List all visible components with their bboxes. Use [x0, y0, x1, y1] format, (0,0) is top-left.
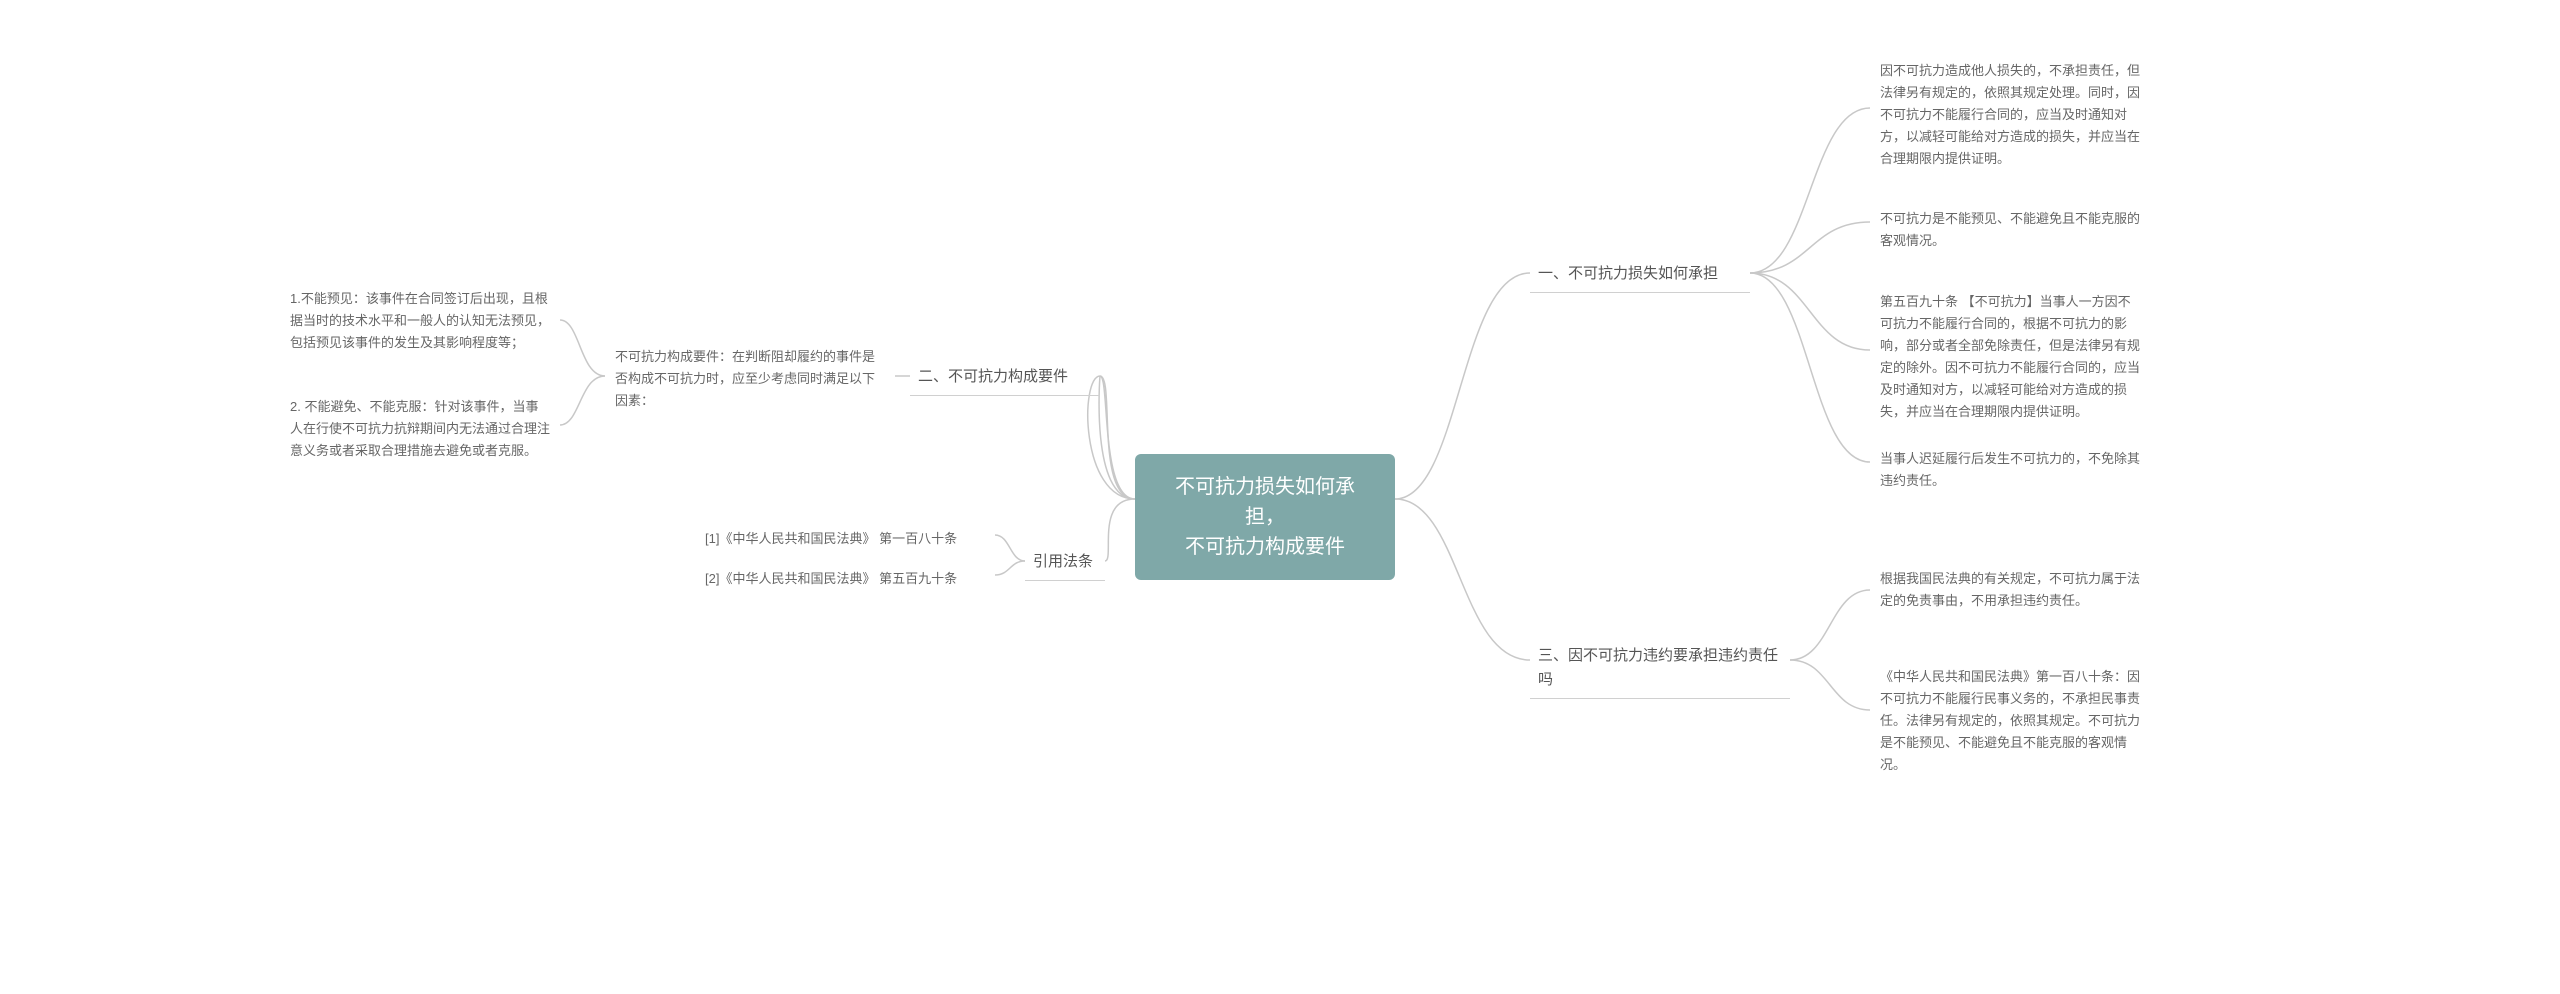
root-node: 不可抗力损失如何承担， 不可抗力构成要件 [1135, 454, 1395, 580]
branch-3-leaf-0: 根据我国民法典的有关规定，不可抗力属于法定的免责事由，不用承担违约责任。 [1870, 562, 2150, 618]
root-line1: 不可抗力损失如何承担， [1175, 476, 1355, 528]
branch-2-mid: 不可抗力构成要件：在判断阻却履约的事件是否构成不可抗力时，应至少考虑同时满足以下… [605, 340, 895, 418]
branch-1-leaf-2: 第五百九十条 【不可抗力】当事人一方因不可抗力不能履行合同的，根据不可抗力的影响… [1870, 285, 2150, 430]
root-line2: 不可抗力构成要件 [1185, 536, 1345, 558]
branch-2: 二、不可抗力构成要件 [910, 361, 1100, 396]
branch-3-leaf-1: 《中华人民共和国民法典》第一百八十条：因不可抗力不能履行民事义务的，不承担民事责… [1870, 660, 2150, 782]
branch-1-leaf-0: 因不可抗力造成他人损失的，不承担责任，但法律另有规定的，依照其规定处理。同时，因… [1870, 54, 2150, 176]
branch-1-leaf-1: 不可抗力是不能预见、不能避免且不能克服的客观情况。 [1870, 202, 2150, 258]
ref-0: [1]《中华人民共和国民法典》 第一百八十条 [695, 522, 967, 556]
branch-refs: 引用法条 [1025, 546, 1105, 581]
branch-2-leaf-0: 1.不能预见：该事件在合同签订后出现，且根据当时的技术水平和一般人的认知无法预见… [280, 282, 560, 360]
branch-1: 一、不可抗力损失如何承担 [1530, 258, 1750, 293]
branch-3: 三、因不可抗力违约要承担违约责任吗 [1530, 640, 1790, 699]
ref-1: [2]《中华人民共和国民法典》 第五百九十条 [695, 562, 967, 596]
branch-2-leaf-1: 2. 不能避免、不能克服：针对该事件，当事人在行使不可抗力抗辩期间内无法通过合理… [280, 390, 560, 468]
branch-1-leaf-3: 当事人迟延履行后发生不可抗力的，不免除其违约责任。 [1870, 442, 2150, 498]
